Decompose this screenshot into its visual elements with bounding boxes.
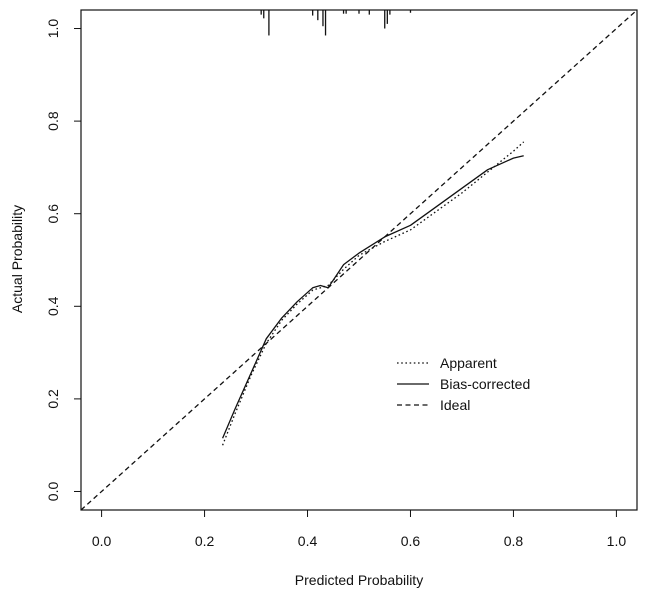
- x-tick-label: 0.8: [504, 533, 524, 549]
- x-tick-label: 0.2: [195, 533, 215, 549]
- axes: 0.0 0.2 0.4 0.6 0.8 1.0 0.0 0.2 0.4 0.6 0.8 1.0: [45, 9, 638, 549]
- legend-label-bias-corrected: Bias-corrected: [440, 376, 530, 392]
- x-axis-label: Predicted Probability: [295, 572, 423, 588]
- x-tick-label: 0.4: [298, 533, 318, 549]
- y-tick-label: 0.8: [45, 111, 61, 131]
- series-lines: [81, 10, 637, 510]
- x-tick-label: 1.0: [607, 533, 627, 549]
- y-tick-label: 0.6: [45, 204, 61, 224]
- y-tick-label: 1.0: [45, 19, 61, 39]
- legend-label-ideal: Ideal: [440, 397, 470, 413]
- y-tick-label: 0.0: [45, 482, 61, 502]
- series-line-ideal: [81, 10, 637, 510]
- y-tick-label: 0.4: [45, 296, 61, 316]
- series-line-bias-corrected: [222, 155, 524, 439]
- series-line-apparent: [221, 141, 525, 446]
- x-tick-label: 0.0: [92, 533, 112, 549]
- y-tick-label: 0.2: [45, 389, 61, 409]
- y-axis-label: Actual Probability: [9, 205, 25, 313]
- legend-label-apparent: Apparent: [440, 355, 497, 371]
- legend: Apparent Bias-corrected Ideal: [397, 355, 530, 413]
- x-tick-label: 0.6: [401, 533, 421, 549]
- rug-plot: [260, 10, 412, 36]
